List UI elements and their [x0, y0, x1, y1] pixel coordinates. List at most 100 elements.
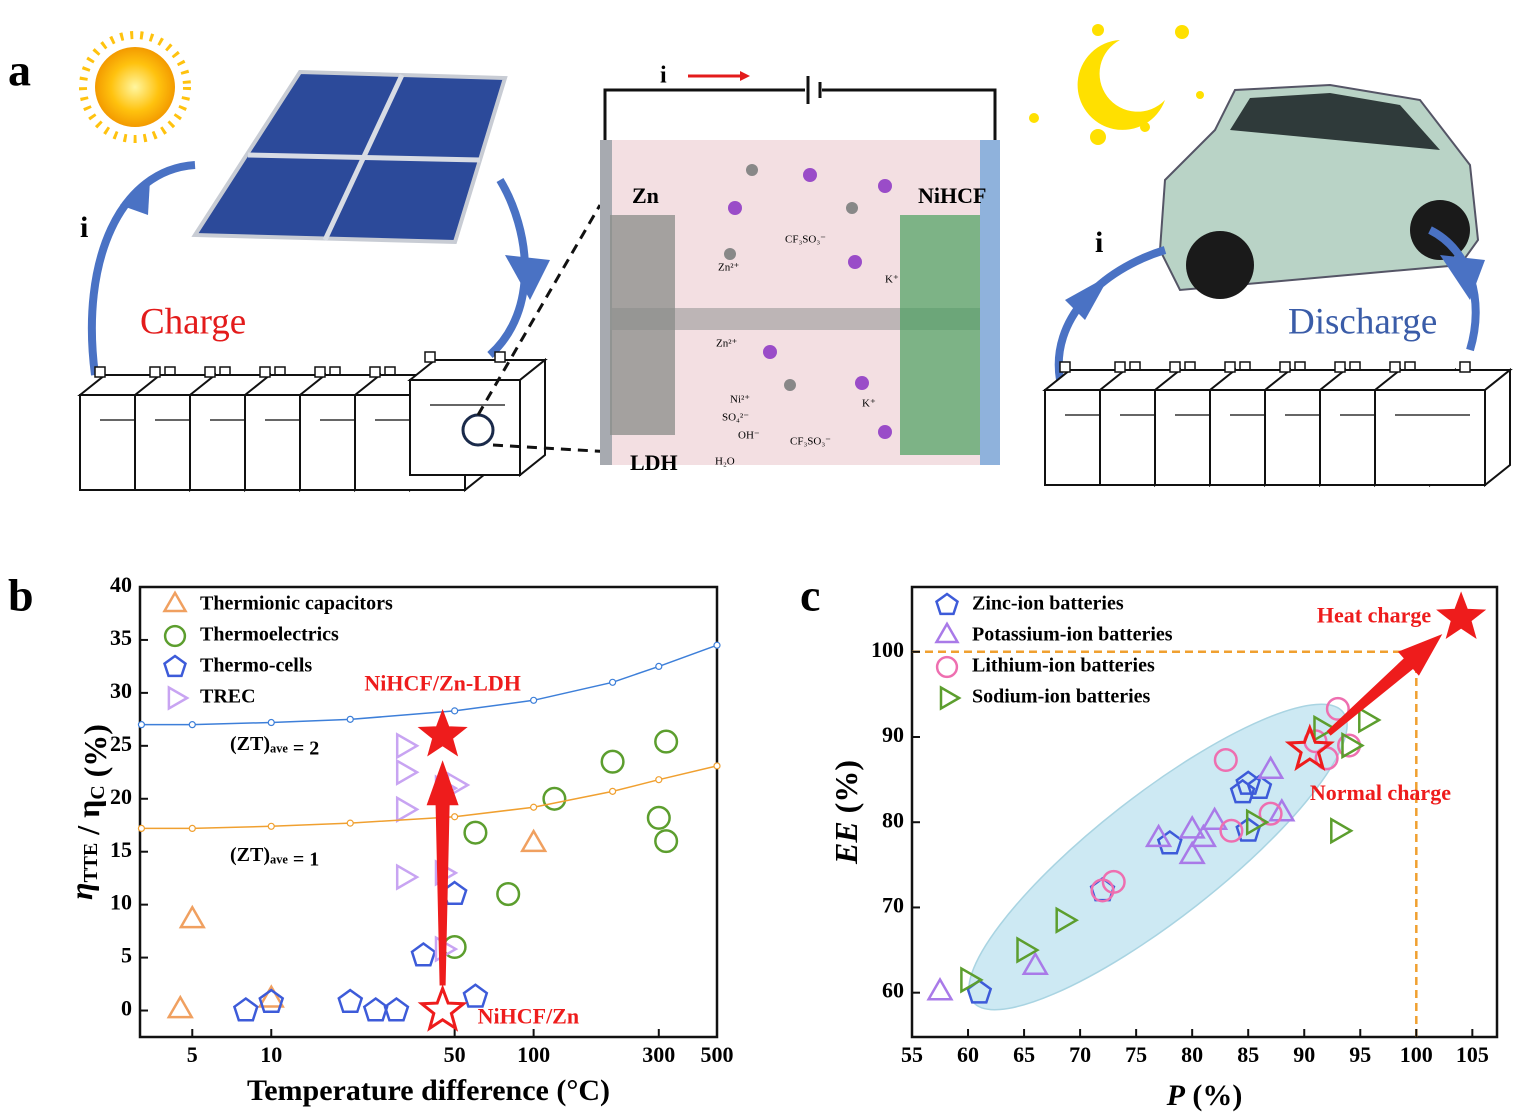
legend-marker — [163, 654, 187, 678]
wheel — [1186, 231, 1254, 299]
data-point — [337, 988, 364, 1014]
highlight-point — [417, 984, 468, 1032]
x-axis-label: Temperature difference (°C) — [247, 1074, 610, 1107]
y-axis-label-part: (%) — [77, 724, 113, 785]
panel-label: c — [800, 570, 820, 621]
data-point — [1358, 706, 1382, 734]
y-tick-label: 100 — [871, 637, 904, 662]
data-point — [1341, 731, 1365, 760]
nihcf-crystal — [900, 215, 980, 455]
highlight-point — [1436, 591, 1487, 639]
data-point — [1144, 823, 1173, 848]
ion-label: OH⁻ — [738, 430, 760, 442]
trend-arrow — [1326, 634, 1443, 736]
curve-point — [267, 822, 275, 830]
legend-label: Lithium-ion batteries — [972, 655, 1155, 677]
data-point — [1101, 869, 1126, 894]
ion-label: H₂O — [715, 456, 735, 468]
moon — [1077, 40, 1165, 130]
x-axis-label: P (%) — [1166, 1079, 1243, 1112]
highlight-point — [417, 708, 468, 757]
curve-annotation-part: (ZT) — [230, 844, 270, 866]
y-axis-label-part: (%) — [828, 760, 864, 821]
data-point — [1016, 936, 1040, 964]
star — [1092, 24, 1104, 36]
highlight-label: Heat charge — [1317, 603, 1431, 628]
legend-label: Sodium-ion batteries — [972, 686, 1151, 708]
ion-label: K⁺ — [885, 274, 899, 286]
anode-label: Zn — [632, 183, 659, 208]
flow-arrow — [1054, 246, 1167, 381]
ion — [878, 425, 892, 439]
data-point — [542, 786, 567, 811]
zn-layer — [610, 215, 675, 435]
y-axis-label-part: η — [70, 800, 106, 818]
ion-label: SO₄²⁻ — [722, 412, 749, 424]
ion — [784, 379, 796, 391]
data-point — [1330, 817, 1354, 845]
data-point — [178, 904, 206, 929]
data-point — [1313, 714, 1337, 743]
legend-marker — [162, 590, 188, 613]
curve-point — [608, 678, 617, 686]
cathode-label: NiHCF — [918, 183, 986, 208]
ion-label: Zn²⁺ — [716, 338, 738, 350]
data-point — [1235, 817, 1262, 842]
curve-point — [713, 762, 721, 770]
x-axis-label-part: Temperature difference (°C) — [247, 1074, 610, 1107]
data-point — [960, 966, 984, 994]
x-tick-label: 90 — [1293, 1042, 1315, 1067]
data-point — [166, 994, 194, 1019]
y-tick-label: 60 — [882, 978, 904, 1003]
model-curve — [141, 765, 718, 830]
curve-point — [530, 803, 538, 811]
curve-point — [655, 776, 663, 784]
curve-annotation-part: = 2 — [288, 737, 319, 759]
car — [1158, 83, 1480, 299]
battery — [1374, 361, 1511, 486]
data-point — [654, 829, 679, 854]
curve-point — [655, 662, 663, 671]
solar-panel — [191, 69, 508, 245]
y-tick-label: 15 — [110, 837, 132, 862]
ion — [763, 345, 777, 359]
y-tick-label: 70 — [882, 893, 904, 918]
highlight-label: NiHCF/Zn — [478, 1004, 579, 1029]
arrow-head — [120, 180, 150, 215]
battery-row-left — [79, 351, 546, 491]
wire — [822, 88, 997, 140]
data-point — [232, 996, 259, 1022]
legend-marker — [163, 624, 187, 648]
star — [1196, 91, 1204, 99]
ion — [724, 248, 736, 260]
data-point — [395, 863, 420, 891]
legend-marker — [934, 621, 960, 644]
ion — [855, 376, 869, 390]
sun-disc — [95, 47, 175, 127]
data-point — [362, 996, 389, 1022]
x-tick-label: 95 — [1349, 1042, 1371, 1067]
data-point — [496, 882, 521, 907]
data-point — [395, 732, 420, 760]
star — [1140, 122, 1150, 132]
curve-point — [530, 696, 538, 704]
wire — [603, 88, 805, 140]
data-point — [395, 795, 420, 823]
data-point — [1189, 823, 1217, 848]
legend-label: Thermo-cells — [200, 655, 312, 677]
data-point — [1246, 774, 1273, 800]
y-tick-label: 25 — [110, 731, 132, 756]
ion — [728, 201, 742, 215]
data-point — [1178, 840, 1206, 865]
legend-marker — [935, 592, 959, 616]
legend-label: Thermoelectrics — [200, 624, 339, 646]
highlight-label: Normal charge — [1310, 780, 1451, 805]
curve-annotation-sub: ave — [270, 852, 288, 866]
x-tick-label: 60 — [957, 1042, 979, 1067]
legend-marker — [935, 655, 959, 679]
x-tick-label: 500 — [701, 1042, 734, 1067]
legend-label: TREC — [200, 686, 256, 708]
x-tick-label: 55 — [901, 1042, 923, 1067]
data-point — [1245, 808, 1270, 836]
curve-point — [608, 787, 617, 795]
